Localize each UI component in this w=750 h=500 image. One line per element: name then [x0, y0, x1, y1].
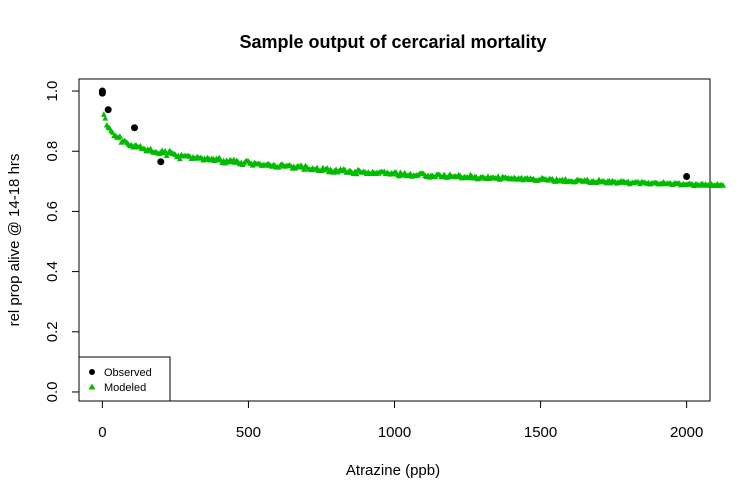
modeled-series	[99, 89, 727, 189]
legend-box	[78, 356, 171, 402]
modeled-point	[301, 166, 307, 172]
x-tick-label: 1500	[524, 424, 557, 441]
x-tick-label: 1000	[378, 424, 411, 441]
modeled-point	[395, 173, 402, 179]
x-axis-label: Atrazine (ppb)	[346, 462, 440, 479]
observed-point	[683, 173, 691, 181]
y-tick-label: 0.8	[44, 141, 61, 162]
modeled-point	[466, 174, 472, 181]
y-tick-label: 0.0	[44, 382, 61, 403]
x-tick-label: 2000	[670, 424, 703, 441]
modeled-point	[720, 182, 727, 188]
y-axis-label: rel prop alive @ 14-18 hrs	[6, 154, 23, 327]
chart-title: Sample output of cercarial mortality	[239, 32, 546, 52]
observed-point	[98, 89, 106, 97]
y-tick-label: 0.2	[44, 321, 61, 342]
y-tick-label: 0.4	[44, 261, 61, 282]
legend-modeled-marker	[88, 383, 96, 390]
legend-observed-marker	[89, 369, 95, 375]
observed-point	[104, 106, 112, 114]
observed-series	[98, 87, 691, 181]
x-tick-label: 500	[236, 424, 261, 441]
modeled-point	[176, 155, 183, 162]
modeled-point	[353, 170, 360, 177]
y-tick-label: 0.6	[44, 201, 61, 222]
observed-point	[157, 158, 165, 166]
x-tick-label: 0	[98, 424, 106, 441]
observed-point	[131, 124, 139, 132]
modeled-point	[162, 148, 169, 154]
y-axis: 0.0 0.2 0.4 0.6 0.8 1.0	[44, 81, 79, 403]
modeled-point	[432, 173, 439, 180]
modeled-point	[116, 133, 123, 139]
x-axis: 0 500 1000 1500 2000	[98, 401, 703, 441]
legend-observed-label: Observed	[104, 367, 152, 379]
y-tick-label: 1.0	[44, 81, 61, 102]
legend: Observed Modeled	[78, 356, 171, 402]
modeled-point	[102, 115, 109, 121]
legend-modeled-label: Modeled	[104, 382, 146, 394]
